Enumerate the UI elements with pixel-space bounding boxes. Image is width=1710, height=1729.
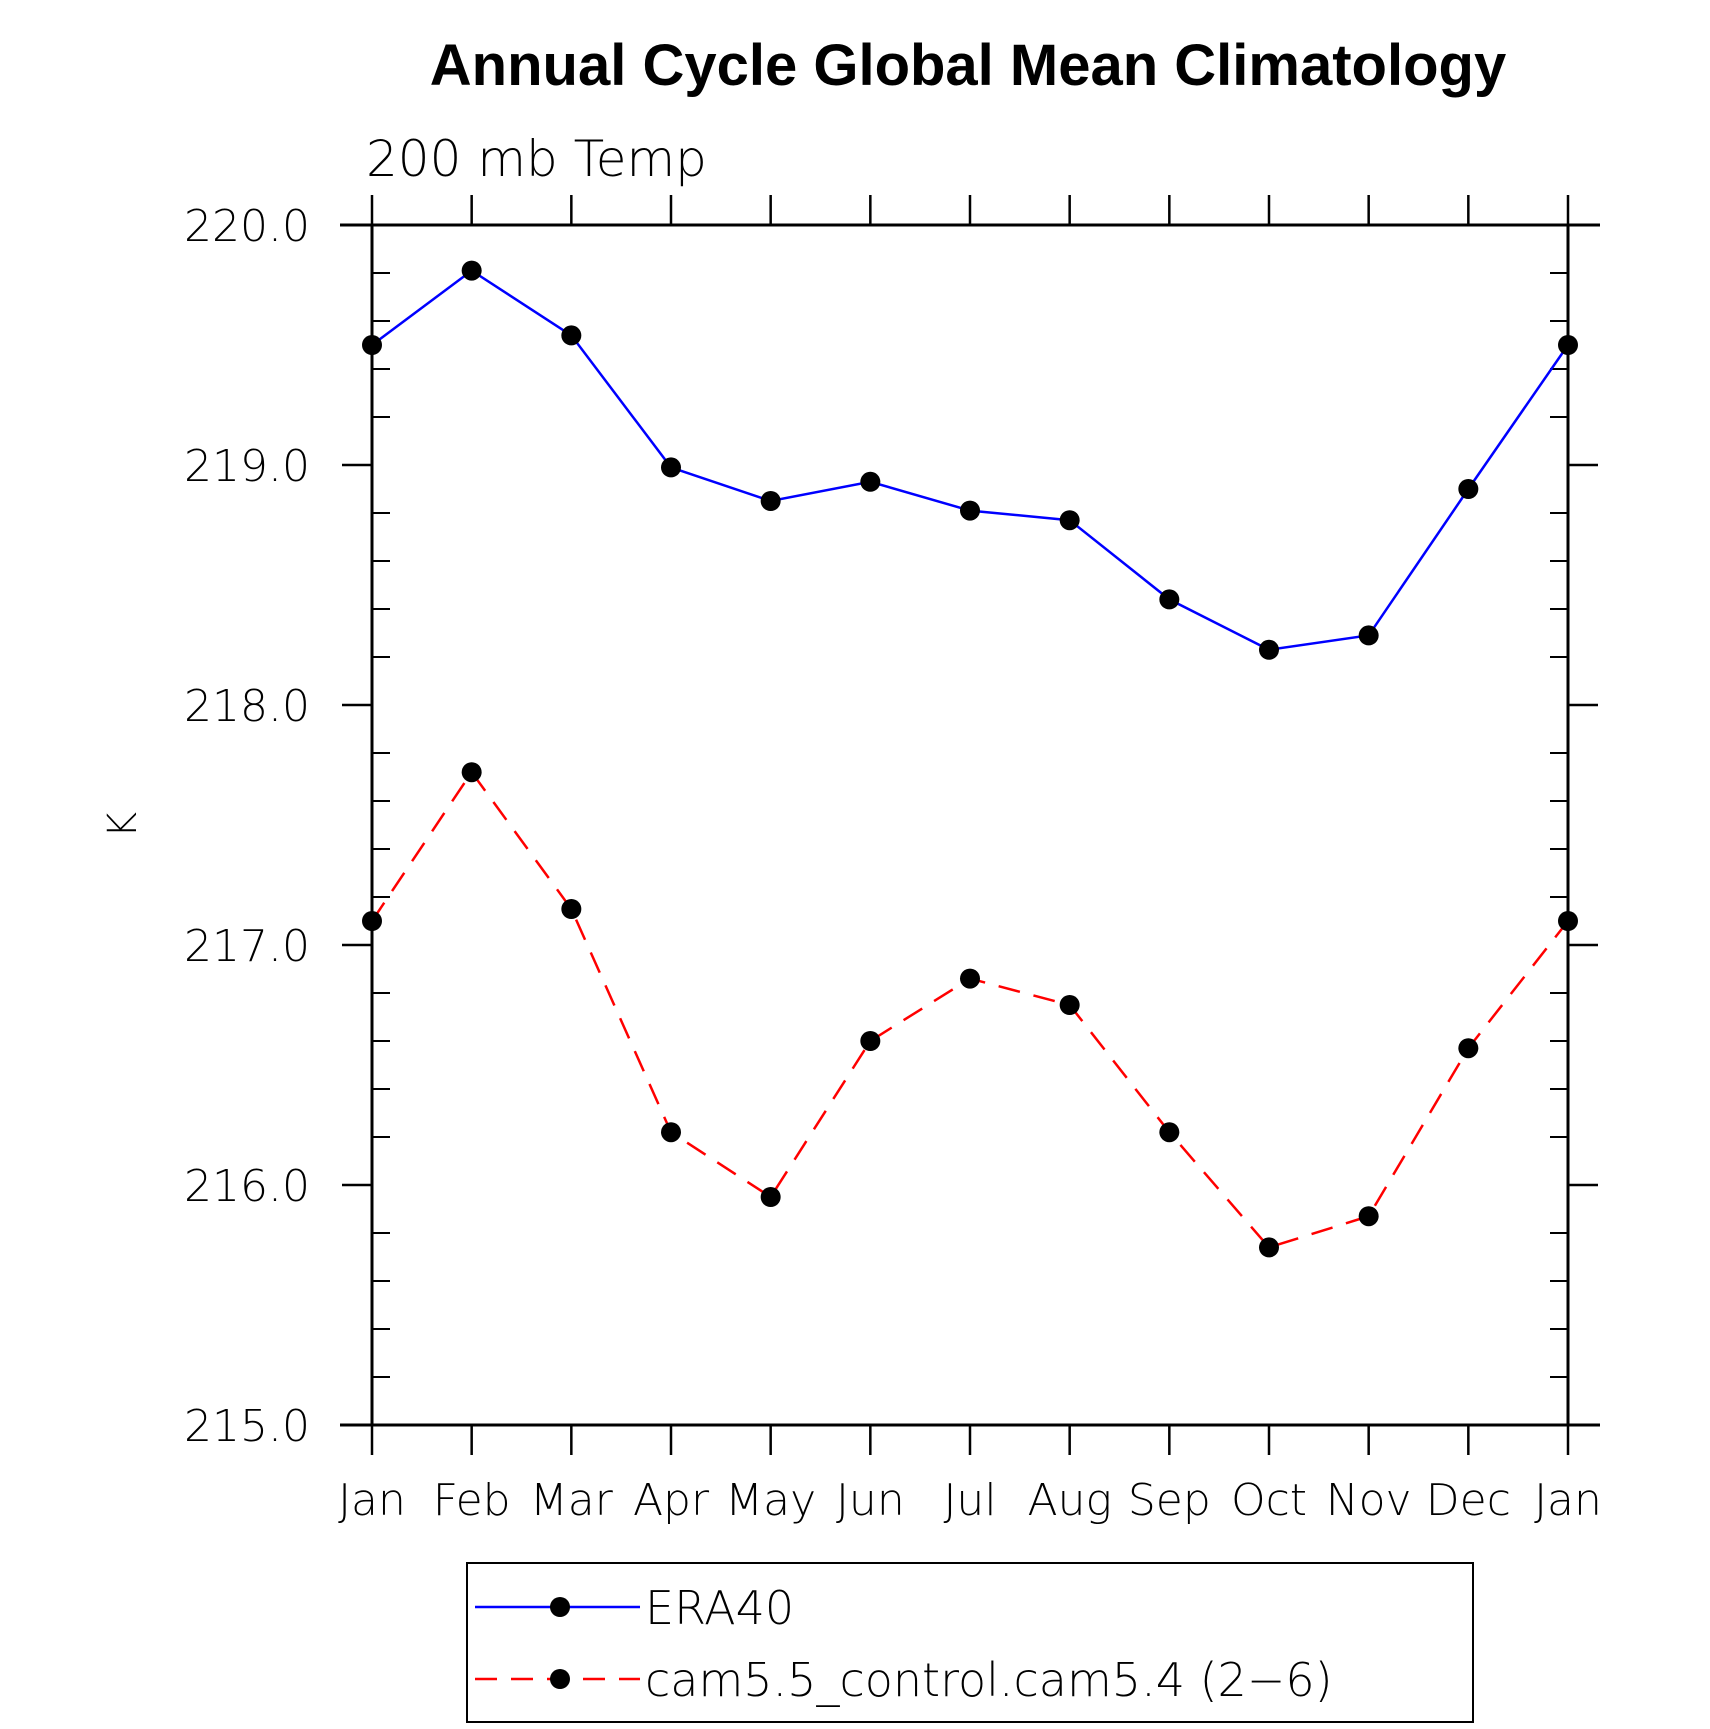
data-point-series-0	[362, 335, 382, 355]
data-point-series-1	[661, 1122, 681, 1143]
legend: ERA40 cam5.5_control.cam5.4 (2−6)	[466, 1562, 1474, 1723]
x-tick-label: Oct	[1231, 1475, 1307, 1526]
y-tick-label: 216.0	[184, 1161, 310, 1212]
data-point-series-0	[1059, 510, 1080, 531]
data-point-series-0	[1458, 479, 1479, 499]
data-point-series-1	[1159, 1122, 1180, 1143]
y-tick-label: 219.0	[184, 441, 310, 492]
data-point-series-1	[860, 1031, 881, 1051]
axis-ticks	[342, 195, 1598, 1455]
legend-marker-cam	[550, 1669, 570, 1689]
tick-labels: Jan Feb Mar Apr May Jun Jul Aug Sep Oct Nov Dec Jan 2…	[184, 201, 1602, 1526]
legend-label-cam: cam5.5_control.cam5.4 (2−6)	[645, 1653, 1333, 1707]
x-tick-label: Jan	[1534, 1475, 1602, 1526]
data-point-series-0	[1558, 335, 1578, 355]
series-layer	[362, 260, 1578, 1258]
plot-axes	[340, 223, 1600, 1427]
data-point-series-0	[760, 491, 781, 511]
y-tick-label: 218.0	[184, 681, 310, 732]
legend-label-era40: ERA40	[645, 1581, 794, 1635]
x-tick-label: May	[725, 1475, 816, 1526]
data-point-series-1	[1358, 1206, 1379, 1227]
data-point-series-1	[760, 1187, 781, 1207]
x-tick-label: Aug	[1027, 1475, 1111, 1526]
data-point-series-1	[561, 899, 582, 919]
data-point-series-1	[1259, 1237, 1279, 1258]
x-tick-label: Jan	[338, 1475, 406, 1526]
y-tick-label: 215.0	[184, 1401, 310, 1452]
y-tick-label: 217.0	[184, 921, 310, 972]
legend-box	[466, 1562, 1474, 1723]
x-tick-label: Nov	[1326, 1475, 1412, 1526]
series-line-1	[370, 770, 1569, 1249]
data-point-series-1	[1558, 911, 1578, 931]
x-tick-label: Dec	[1426, 1475, 1511, 1526]
x-tick-label: Sep	[1128, 1475, 1211, 1526]
chart-title: Annual Cycle Global Mean Climatology	[430, 33, 1506, 98]
data-point-series-0	[1159, 589, 1180, 610]
data-point-series-1	[362, 911, 382, 931]
data-point-series-1	[960, 968, 980, 989]
x-tick-label: Feb	[433, 1475, 511, 1526]
data-point-series-0	[860, 471, 881, 492]
data-point-series-0	[461, 260, 482, 281]
data-point-series-0	[1358, 625, 1379, 646]
chart-subtitle: 200 mb Temp	[366, 130, 707, 188]
x-tick-label: Jul	[943, 1475, 996, 1526]
data-point-series-0	[960, 500, 980, 521]
legend-marker-era40	[550, 1597, 570, 1617]
data-point-series-1	[461, 762, 482, 783]
y-tick-label: 220.0	[184, 201, 310, 252]
y-axis-label: K	[100, 812, 146, 838]
x-tick-label: Apr	[633, 1475, 710, 1526]
data-point-series-1	[1059, 995, 1080, 1015]
x-tick-label: Jun	[836, 1475, 905, 1526]
series-line-0	[371, 269, 1570, 652]
x-tick-label: Mar	[530, 1475, 614, 1526]
data-point-series-1	[1458, 1038, 1479, 1059]
data-point-series-0	[1259, 639, 1279, 660]
data-point-series-0	[661, 457, 681, 478]
data-point-series-0	[561, 325, 582, 346]
